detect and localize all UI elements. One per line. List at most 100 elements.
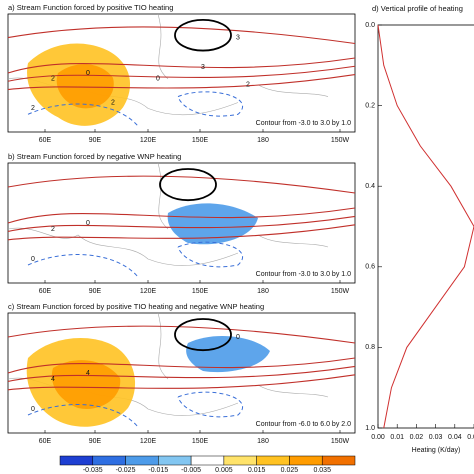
contour-black: [159, 168, 217, 202]
contour-black: [174, 18, 232, 52]
colorbar-box: [92, 455, 126, 466]
contour-label: 0: [236, 334, 240, 341]
contour-red: [7, 207, 356, 224]
colorbar-label: 0.005: [215, 467, 233, 474]
contour-red: [7, 357, 356, 374]
colorbar-box: [223, 455, 257, 466]
plot-frame: [377, 24, 474, 429]
contour-red: [7, 224, 356, 241]
contour-label: 0: [156, 76, 160, 83]
colorbar-label: -0.005: [181, 467, 201, 474]
contour-label: 0: [31, 406, 35, 413]
map-tick-label: 120E: [140, 288, 157, 295]
note-bg: [237, 417, 353, 430]
contour-red: [7, 175, 356, 194]
contour-label: 4: [86, 370, 90, 377]
map-tick-label: 60E: [39, 288, 52, 295]
colorbar-label: -0.035: [83, 467, 103, 474]
map-tick-label: 60E: [39, 137, 52, 144]
y-tick-label: 1.0: [365, 425, 375, 432]
contour-label: 2: [31, 105, 35, 112]
colorbar-box: [256, 455, 290, 466]
colorbar-box: [321, 455, 356, 466]
contour-label: 0: [31, 256, 35, 263]
contour-label: 0: [86, 220, 90, 227]
map-tick-label: 120E: [140, 137, 157, 144]
contour-red: [7, 65, 356, 82]
map-tick-label: 90E: [89, 288, 102, 295]
contour-label: 3: [201, 64, 205, 71]
map-tick-label: 90E: [89, 438, 102, 445]
map: 2 0 0 Contour from -3.0 to 3.0 by 1.0: [7, 162, 356, 284]
x-tick-label: 0.01: [390, 434, 404, 441]
contour-label: 2: [246, 82, 250, 89]
contour-label: 2: [51, 76, 55, 83]
colorbar-box: [289, 455, 323, 466]
contour-note: Contour from -3.0 to 3.0 by 1.0: [256, 271, 351, 278]
profile-line: [377, 24, 474, 429]
shading: [51, 360, 121, 409]
contour-note: Contour from -6.0 to 6.0 by 2.0: [256, 421, 351, 428]
panel-title: b) Stream Function forced by negative WN…: [8, 152, 181, 161]
note-bg: [237, 116, 353, 129]
x-tick-label: 0.02: [410, 434, 424, 441]
colorbar-label: -0.015: [148, 467, 168, 474]
map-tick-label: 120E: [140, 438, 157, 445]
colorbar-label: 0.035: [313, 467, 331, 474]
contour-label: 2: [51, 226, 55, 233]
map-tick-label: 60E: [39, 438, 52, 445]
map-tick-label: 150E: [192, 288, 209, 295]
map-tick-label: 150W: [331, 438, 350, 445]
map-tick-label: 150E: [192, 438, 209, 445]
y-tick-label: 0.2: [365, 102, 375, 109]
contour-red: [7, 325, 356, 344]
map: 4 4 0 0 Contour from -6.0 to 6.0 by 2.0: [7, 312, 356, 434]
map-tick-label: 90E: [89, 137, 102, 144]
colorbar-box: [190, 455, 225, 466]
y-tick-label: 0.0: [365, 22, 375, 29]
colorbar-label: 0.015: [248, 467, 266, 474]
coastline: [7, 162, 329, 266]
panel-title: c) Stream Function forced by positive TI…: [8, 302, 264, 311]
x-tick-label: 0.04: [448, 434, 462, 441]
x-tick-label: 0.00: [371, 434, 385, 441]
contour-red: [7, 73, 356, 91]
contour-red: [7, 57, 356, 74]
y-tick-label: 0.8: [365, 344, 375, 351]
map-tick-label: 180: [257, 438, 269, 445]
x-tick-label: 0.03: [429, 434, 443, 441]
contour-red: [7, 215, 356, 232]
map-tick-label: 150W: [331, 137, 350, 144]
contour-blue: [27, 241, 244, 278]
note-bg: [237, 267, 353, 280]
contour-red: [7, 26, 356, 45]
contour-red: [7, 365, 356, 382]
y-tick-label: 0.4: [365, 183, 375, 190]
y-tick-label: 0.6: [365, 264, 375, 271]
map-tick-label: 180: [257, 288, 269, 295]
panel-title: a) Stream Function forced by positive TI…: [8, 3, 173, 12]
colorbar-label: 0.025: [281, 467, 299, 474]
map-tick-label: 150W: [331, 288, 350, 295]
contour-blue: [27, 91, 244, 127]
contour-label: 0: [86, 70, 90, 77]
colorbar-box: [158, 455, 192, 466]
map-tick-label: 180: [257, 137, 269, 144]
colorbar-label: -0.025: [116, 467, 136, 474]
contour-label: 2: [111, 99, 115, 106]
contour-label: 4: [51, 376, 55, 383]
contour-black: [174, 318, 232, 352]
chart-title: d) Vertical profile of heating: [372, 4, 463, 13]
contour-red: [7, 374, 356, 391]
map-tick-label: 150E: [192, 137, 209, 144]
colorbar-box: [125, 455, 159, 466]
x-axis-label: Heating (K/day): [412, 447, 461, 454]
shading: [167, 203, 258, 245]
map: 2 0 2 3 3 2 0 2 Contour from -3.0 to 3.0 by 1.0: [7, 13, 356, 133]
contour-blue: [27, 391, 244, 428]
shading: [186, 336, 270, 373]
x-tick-label: 0.05: [467, 434, 474, 441]
contour-note: Contour from -3.0 to 3.0 by 1.0: [256, 120, 351, 127]
colorbar-box: [59, 455, 94, 466]
